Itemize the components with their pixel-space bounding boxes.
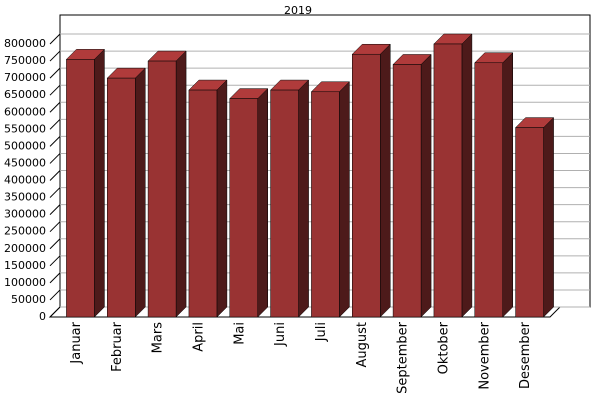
tick-mark [49,50,61,62]
tick-mark [49,153,61,164]
tick-mark [49,67,61,79]
bar-side [135,67,146,318]
y-tick-label: 50000 [11,293,46,306]
y-tick-label: 200000 [4,242,46,255]
tick-mark [49,306,61,318]
bar [188,89,218,318]
x-tick-label: Juni [273,322,288,347]
x-tick-label: November [477,321,492,389]
y-tick-label: 300000 [4,208,46,221]
y-tick-label: 600000 [4,105,46,118]
y-tick-label: 150000 [4,259,46,272]
bar-side [461,33,473,318]
bar [270,89,299,318]
bar [107,77,136,318]
x-tick-label: Februar [110,321,125,372]
y-tick-label: 100000 [4,276,46,289]
tick-mark [49,272,61,284]
x-tick-label: Mars [151,322,166,354]
bar [147,60,177,318]
bar-side [380,43,391,318]
tick-mark [49,118,61,130]
bar-side [298,79,309,318]
y-tick-label: 650000 [4,88,46,101]
tick-mark [49,84,61,96]
bar [392,64,422,318]
x-tick-label: Oktober [436,321,451,374]
tick-mark [49,204,61,215]
y-tick-label: 550000 [4,122,46,135]
y-tick-label: 800000 [4,37,46,50]
y-tick-label: 250000 [4,225,46,238]
tick-mark [49,238,61,250]
x-tick-label: September [396,321,411,394]
bar [515,127,544,318]
tick-mark [49,255,61,267]
x-tick-label: Desember [518,321,533,389]
x-tick-label: Mai [232,322,247,345]
y-tick-label: 400000 [4,174,46,187]
tick-mark [49,289,61,301]
tick-mark [49,221,61,233]
y-tick-label: 0 [39,310,46,323]
y-tick-label: 700000 [4,71,46,84]
tick-mark [49,170,61,181]
x-tick-label: April [191,322,206,352]
bar-side [543,117,554,318]
bar [311,91,340,318]
chart-title: 2019 [284,4,312,17]
bar-side [175,50,187,318]
bar-side [420,53,432,318]
bar [229,98,258,318]
x-tick-label: Januar [69,321,84,364]
tick-mark [49,187,61,198]
y-tick-label: 350000 [4,191,46,204]
bar [352,53,381,318]
y-tick-label: 750000 [4,54,46,67]
bar-side [257,87,268,318]
bar-side [216,79,228,318]
bar-side [502,52,513,318]
bar [433,43,463,318]
y-tick-label: 450000 [4,156,46,169]
tick-mark [49,33,61,45]
x-tick-label: Juli [314,322,329,342]
bar [66,59,95,318]
tick-mark [49,101,61,113]
y-tick-label: 500000 [4,139,46,152]
bar-side [94,48,105,318]
tick-mark [49,136,61,147]
bar [474,62,503,318]
x-tick-label: August [355,322,370,368]
bar-side [339,81,350,318]
